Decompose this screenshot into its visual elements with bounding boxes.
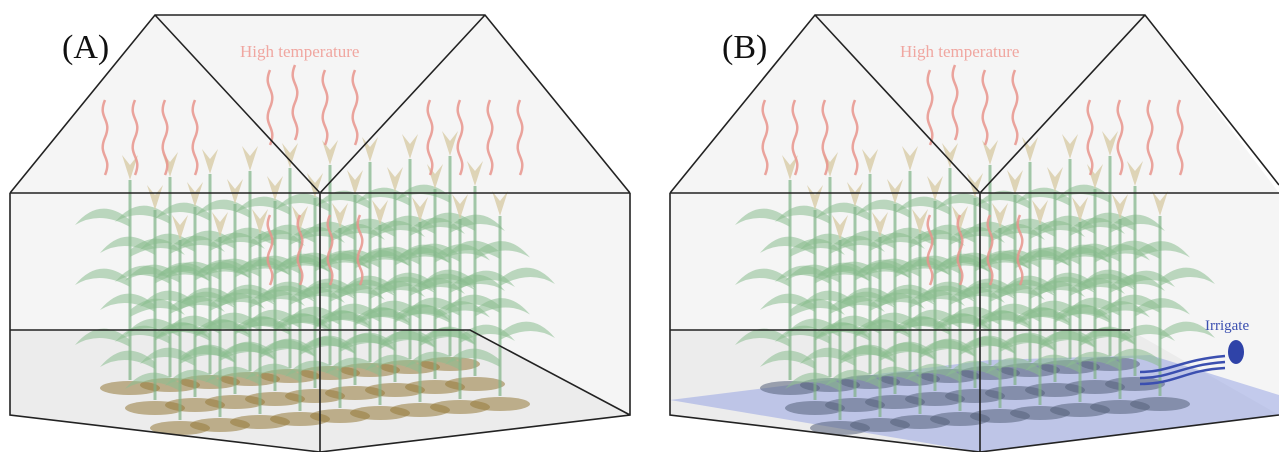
irrigation-label: Irrigate bbox=[1205, 318, 1249, 334]
pump bbox=[1228, 340, 1244, 364]
annotation: High temperature bbox=[240, 42, 359, 61]
annotation: High temperature bbox=[900, 42, 1019, 61]
panel-a: (A) High temperature bbox=[10, 15, 630, 452]
page: (A) High temperature (B) High temperatur… bbox=[0, 0, 1279, 452]
panel-label: (A) bbox=[62, 29, 109, 66]
panel-label: (B) bbox=[722, 29, 767, 66]
panel-b: (B) High temperature Irrigate bbox=[670, 15, 1279, 452]
figure: (A) High temperature (B) High temperatur… bbox=[0, 0, 1279, 452]
